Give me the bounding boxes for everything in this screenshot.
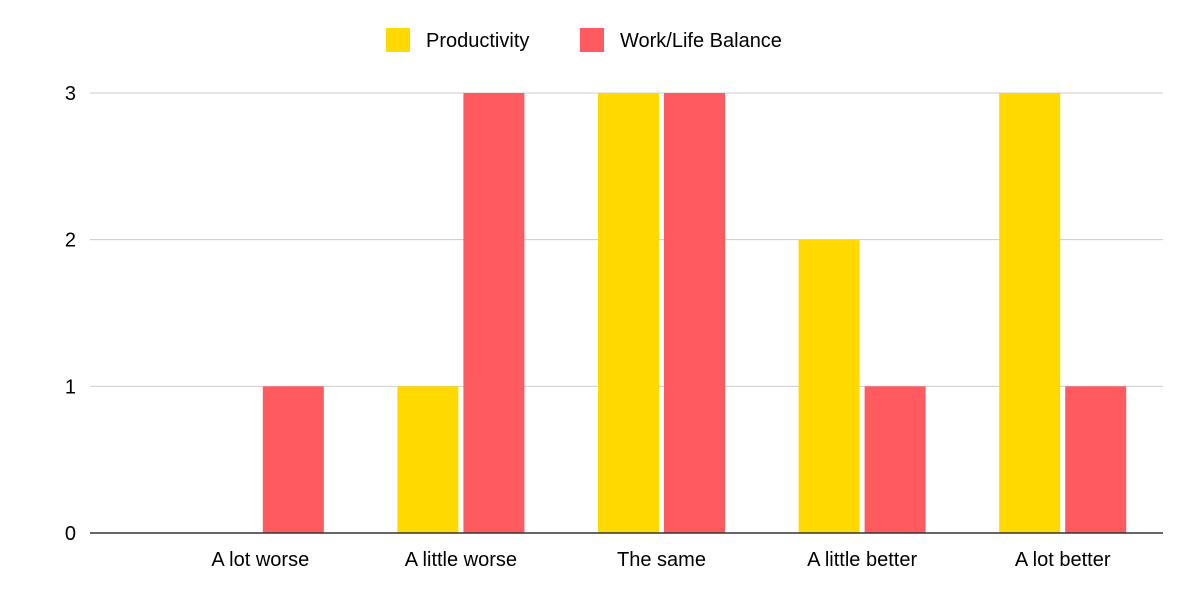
bar-work-life-balance xyxy=(262,386,324,533)
bar-work-life-balance xyxy=(664,93,725,533)
legend-swatch xyxy=(386,28,410,52)
x-tick-label: A little better xyxy=(807,549,917,571)
bar-productivity xyxy=(999,93,1061,533)
bar-productivity xyxy=(598,93,659,533)
bar-work-life-balance xyxy=(864,386,926,533)
y-tick-label: 0 xyxy=(65,523,76,545)
y-tick-label: 1 xyxy=(65,376,76,398)
bar-work-life-balance xyxy=(463,93,525,533)
x-tick-label: The same xyxy=(617,549,706,571)
y-tick-label: 3 xyxy=(65,83,76,105)
bar-productivity xyxy=(397,386,459,533)
bars xyxy=(262,93,1127,533)
bar-productivity xyxy=(798,239,860,533)
bar-work-life-balance xyxy=(1065,386,1127,533)
legend-label: Productivity xyxy=(426,30,529,52)
x-tick-label: A little worse xyxy=(405,549,517,571)
y-tick-label: 2 xyxy=(65,230,76,252)
legend-swatch xyxy=(580,28,604,52)
x-tick-label: A lot better xyxy=(1015,549,1111,571)
legend-label: Work/Life Balance xyxy=(620,30,782,52)
x-tick-label: A lot worse xyxy=(211,549,309,571)
y-axis-ticks: 0 1 2 3 xyxy=(65,83,76,545)
legend: Productivity Work/Life Balance xyxy=(386,28,782,52)
x-axis-ticks: A lot worse A little worse The same A littl… xyxy=(211,549,1110,571)
